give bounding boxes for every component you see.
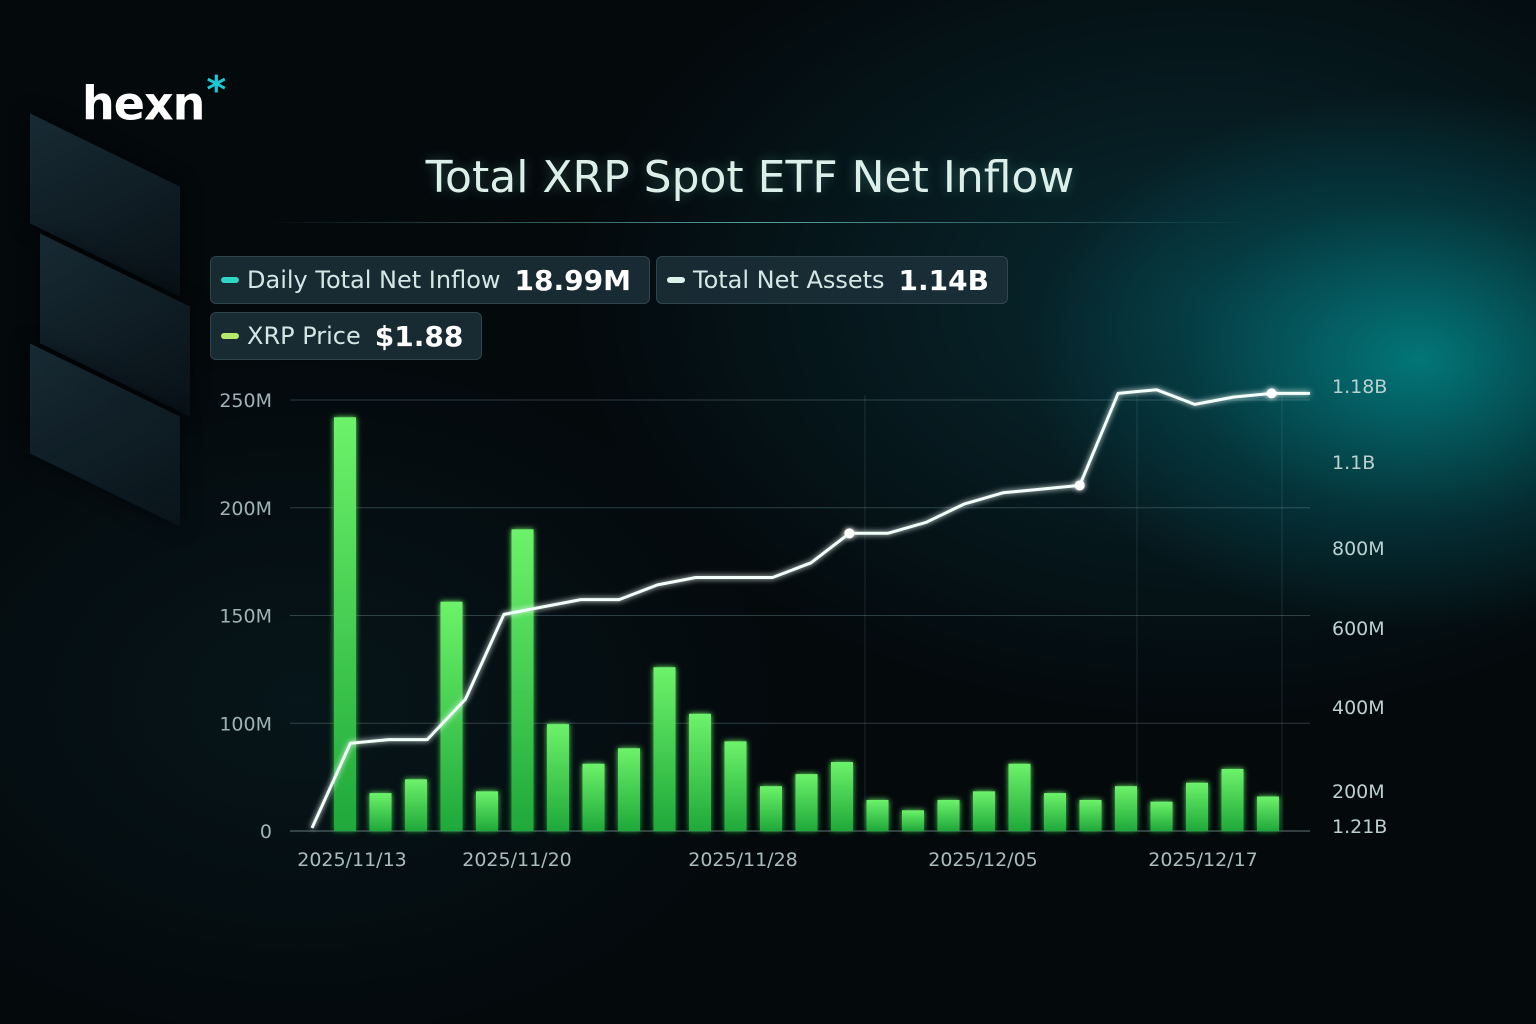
inflow-bar <box>1008 763 1031 831</box>
inflow-bar <box>618 748 640 831</box>
inflow-bar <box>547 724 569 831</box>
legend-value: $1.88 <box>374 319 464 353</box>
x-axis-tick-label: 2025/12/17 <box>1148 849 1258 871</box>
x-axis-tick-label: 2025/11/13 <box>297 849 407 871</box>
left-axis-tick-label: 200M <box>219 498 272 520</box>
net-assets-line <box>310 388 1310 829</box>
inflow-bar <box>1186 782 1208 831</box>
inflow-bar <box>653 667 676 831</box>
inflow-bar <box>369 793 392 831</box>
inflow-bar <box>866 799 889 831</box>
inflow-bar <box>1115 786 1137 831</box>
net-assets-point <box>1074 480 1085 491</box>
legend-daily-inflow: Daily Total Net Inflow 18.99M <box>210 256 650 304</box>
inflow-bar <box>440 601 463 831</box>
legend-label: Daily Total Net Inflow <box>247 266 501 294</box>
right-axis-tick-label: 200M <box>1332 781 1385 803</box>
inflow-bar <box>405 779 427 831</box>
legend-swatch-icon <box>221 333 239 339</box>
left-axis-tick-label: 150M <box>219 606 272 628</box>
asterisk-icon: * <box>206 68 226 112</box>
legend-label: XRP Price <box>247 322 361 350</box>
inflow-bar <box>689 713 711 831</box>
net-assets-point <box>844 528 855 539</box>
x-axis-tick-label: 2025/11/28 <box>688 849 798 871</box>
legend-total-assets: Total Net Assets 1.14B <box>656 256 1008 304</box>
inflow-bar <box>973 791 995 831</box>
logo-text: hexn <box>82 76 205 131</box>
x-axis-tick-label: 2025/12/05 <box>928 849 1038 871</box>
inflow-bar <box>1150 801 1173 831</box>
legend-value: 18.99M <box>514 263 631 297</box>
inflow-bar <box>582 763 605 831</box>
inflow-bar <box>1079 799 1102 831</box>
inflow-bar <box>760 786 782 831</box>
net-assets-point <box>1266 388 1277 399</box>
inflow-bar <box>476 791 498 831</box>
right-axis-tick-label: 1.1B <box>1332 452 1375 474</box>
legend-xrp-price: XRP Price $1.88 <box>210 312 483 360</box>
legend-swatch-icon <box>221 277 239 283</box>
chart-title: Total XRP Spot ETF Net Inflow <box>425 152 1075 203</box>
x-axis-tick-label: 2025/11/20 <box>462 849 572 871</box>
brand-logo: hexn* <box>82 68 226 131</box>
inflow-bar <box>1044 793 1066 831</box>
inflow-bar <box>831 762 853 831</box>
left-axis-tick-label: 100M <box>219 713 272 735</box>
inflow-bar <box>1257 796 1279 831</box>
left-axis-tick-label: 0 <box>260 821 272 843</box>
left-axis-tick-label: 250M <box>219 390 272 412</box>
inflow-bar <box>795 774 818 831</box>
inflow-bar <box>334 417 356 831</box>
legend-label: Total Net Assets <box>693 266 885 294</box>
inflow-bar <box>511 529 534 831</box>
inflow-bar <box>1221 768 1244 831</box>
legend-value: 1.14B <box>898 263 989 297</box>
inflow-bar <box>724 741 747 831</box>
right-axis-tick-label: 800M <box>1332 538 1385 560</box>
right-axis-tick-label: 400M <box>1332 697 1385 719</box>
right-axis-tick-label: 1.18B <box>1332 376 1387 398</box>
inflow-bar <box>902 810 924 831</box>
inflow-bar <box>937 799 960 831</box>
legend-swatch-icon <box>667 277 685 283</box>
right-axis-tick-label: 600M <box>1332 618 1385 640</box>
title-divider <box>262 222 1262 223</box>
right-axis-tick-label: 1.21B <box>1332 816 1387 838</box>
